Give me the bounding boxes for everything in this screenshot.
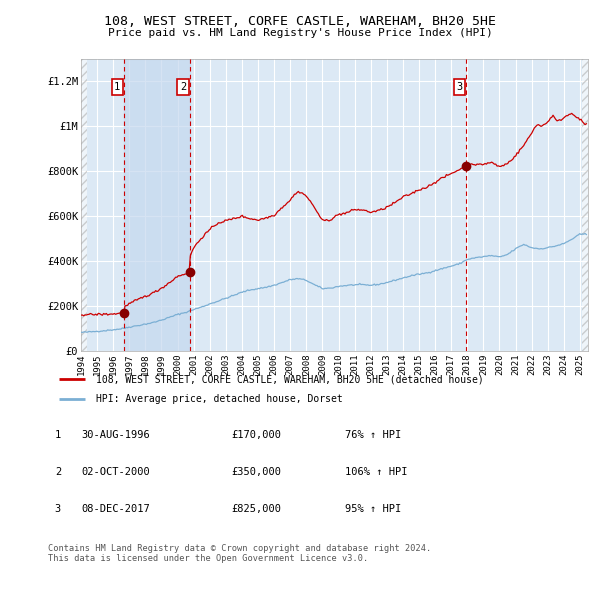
Text: £350,000: £350,000 bbox=[231, 467, 281, 477]
Text: 95% ↑ HPI: 95% ↑ HPI bbox=[345, 504, 401, 513]
Bar bbox=[583, 59, 589, 351]
Text: Contains HM Land Registry data © Crown copyright and database right 2024.
This d: Contains HM Land Registry data © Crown c… bbox=[48, 544, 431, 563]
Text: Price paid vs. HM Land Registry's House Price Index (HPI): Price paid vs. HM Land Registry's House … bbox=[107, 28, 493, 38]
Text: 108, WEST STREET, CORFE CASTLE, WAREHAM, BH20 5HE: 108, WEST STREET, CORFE CASTLE, WAREHAM,… bbox=[104, 15, 496, 28]
Text: 08-DEC-2017: 08-DEC-2017 bbox=[81, 504, 150, 513]
Text: 76% ↑ HPI: 76% ↑ HPI bbox=[345, 431, 401, 440]
Text: 2: 2 bbox=[180, 82, 186, 92]
Text: 108, WEST STREET, CORFE CASTLE, WAREHAM, BH20 5HE (detached house): 108, WEST STREET, CORFE CASTLE, WAREHAM,… bbox=[95, 374, 483, 384]
Text: £170,000: £170,000 bbox=[231, 431, 281, 440]
Bar bbox=[124, 59, 190, 351]
Text: 1: 1 bbox=[55, 431, 61, 440]
Text: 3: 3 bbox=[457, 82, 463, 92]
Text: £825,000: £825,000 bbox=[231, 504, 281, 513]
Text: 3: 3 bbox=[55, 504, 61, 513]
Bar bbox=[81, 59, 86, 351]
Text: 02-OCT-2000: 02-OCT-2000 bbox=[81, 467, 150, 477]
Text: 2: 2 bbox=[55, 467, 61, 477]
Text: 30-AUG-1996: 30-AUG-1996 bbox=[81, 431, 150, 440]
Text: 106% ↑ HPI: 106% ↑ HPI bbox=[345, 467, 407, 477]
Text: 1: 1 bbox=[114, 82, 121, 92]
Text: HPI: Average price, detached house, Dorset: HPI: Average price, detached house, Dors… bbox=[95, 394, 342, 404]
